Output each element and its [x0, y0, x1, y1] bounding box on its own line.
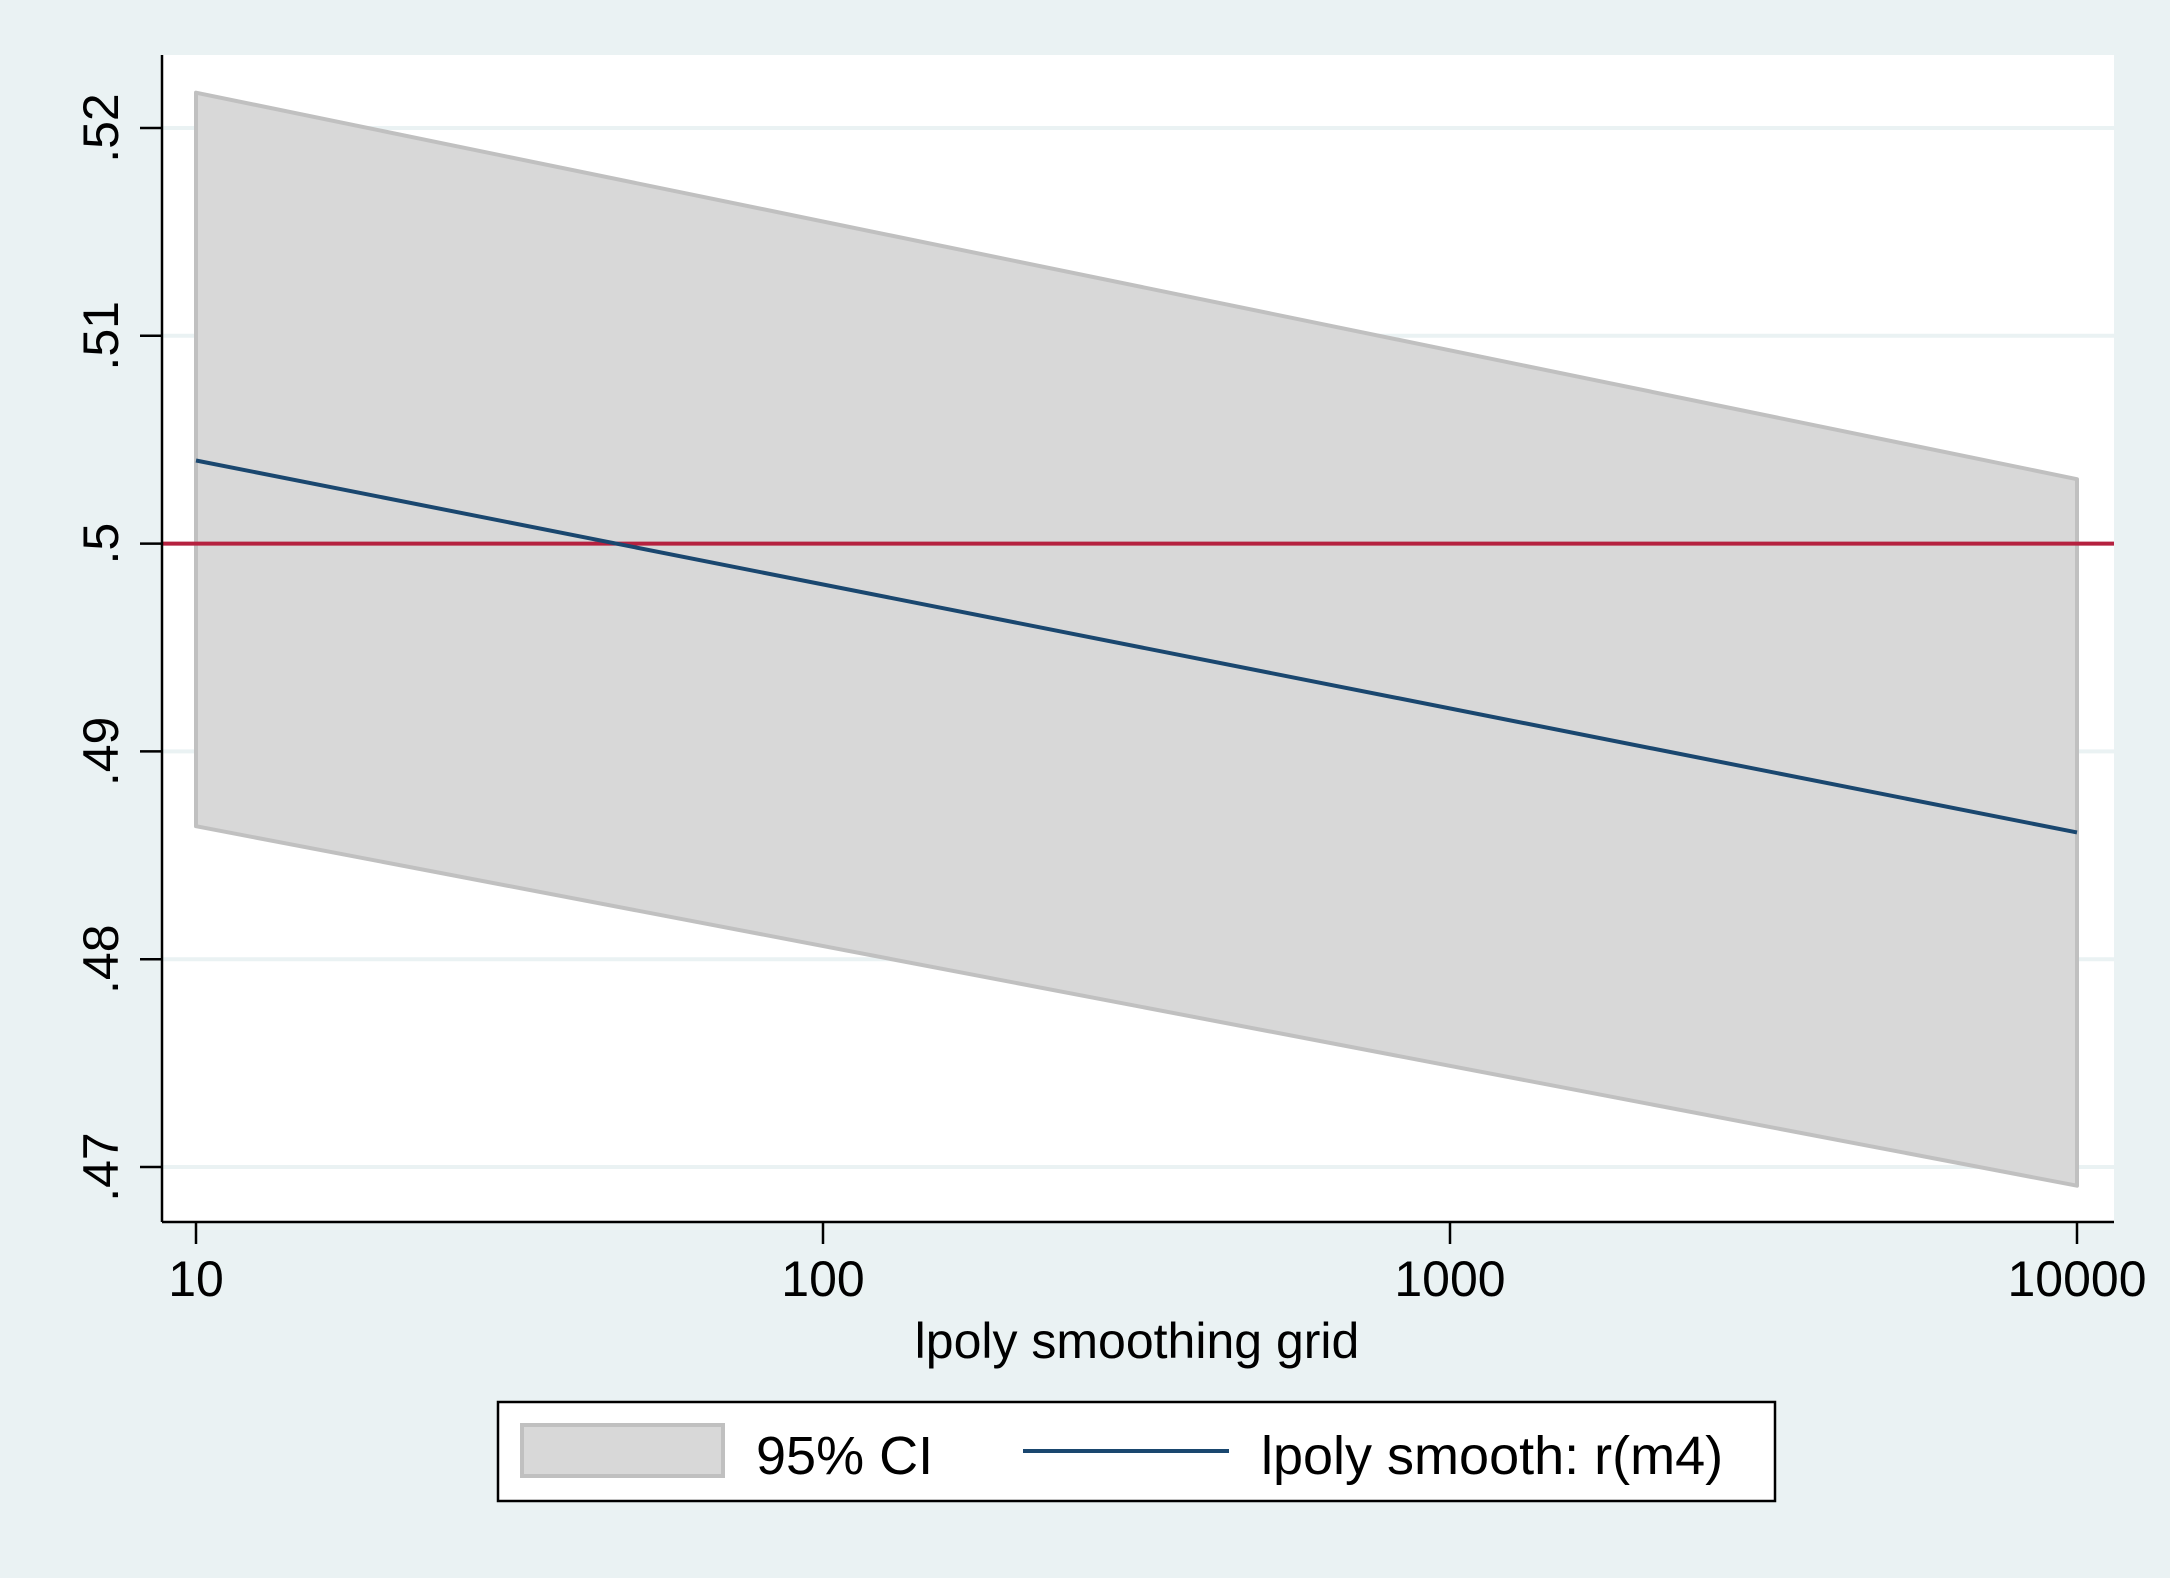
y-tick-label: .5 — [73, 523, 129, 565]
smooth-line — [195, 458, 2078, 835]
x-tick-label: 10000 — [2007, 1251, 2146, 1307]
y-tick-label: .48 — [73, 924, 129, 994]
legend-label-smooth: lpoly smooth: r(m4) — [1261, 1426, 1723, 1486]
legend-swatch-ci — [520, 1423, 725, 1478]
legend: 95% CI lpoly smooth: r(m4) — [496, 1400, 1777, 1503]
x-tick-label: 10 — [168, 1251, 224, 1307]
y-tick-label: .51 — [73, 301, 129, 371]
ci-band — [194, 90, 2079, 1188]
y-tick-label: .49 — [73, 717, 129, 787]
y-tick-labels: .47 .48 .49 .5 .51 .52 — [73, 93, 129, 1202]
y-tick-label: .52 — [73, 93, 129, 163]
x-tick-labels: 10 100 1000 10000 — [168, 1251, 2146, 1307]
x-tick-label: 100 — [781, 1251, 864, 1307]
axes — [140, 55, 2114, 1244]
y-tick-label: .47 — [73, 1132, 129, 1202]
legend-label-ci: 95% CI — [756, 1426, 933, 1486]
series-layer — [162, 90, 2114, 1188]
x-tick-label: 1000 — [1394, 1251, 1505, 1307]
x-axis-title: lpoly smoothing grid — [915, 1313, 1360, 1369]
